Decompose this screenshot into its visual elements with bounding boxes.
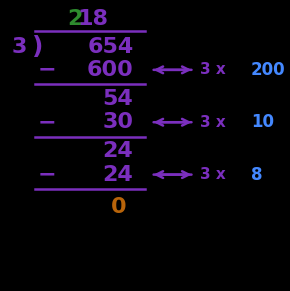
Text: ): ) [32,35,43,58]
Text: 3 x: 3 x [200,167,231,182]
Text: 30: 30 [102,112,133,132]
Text: 654: 654 [87,37,133,56]
Text: 54: 54 [103,89,133,109]
Text: 200: 200 [251,61,285,79]
Text: 2: 2 [67,9,83,29]
Text: −: − [38,112,56,132]
Text: 3 x: 3 x [200,62,231,77]
Text: 3: 3 [12,37,27,56]
Text: 3 x: 3 x [200,115,231,130]
Text: 8: 8 [251,166,262,184]
Text: −: − [38,60,56,80]
Text: 24: 24 [103,141,133,161]
Text: 24: 24 [103,165,133,184]
Text: 18: 18 [78,9,109,29]
Text: 0: 0 [111,197,127,217]
Text: 600: 600 [87,60,133,80]
Text: 10: 10 [251,113,274,131]
Text: −: − [38,165,56,184]
